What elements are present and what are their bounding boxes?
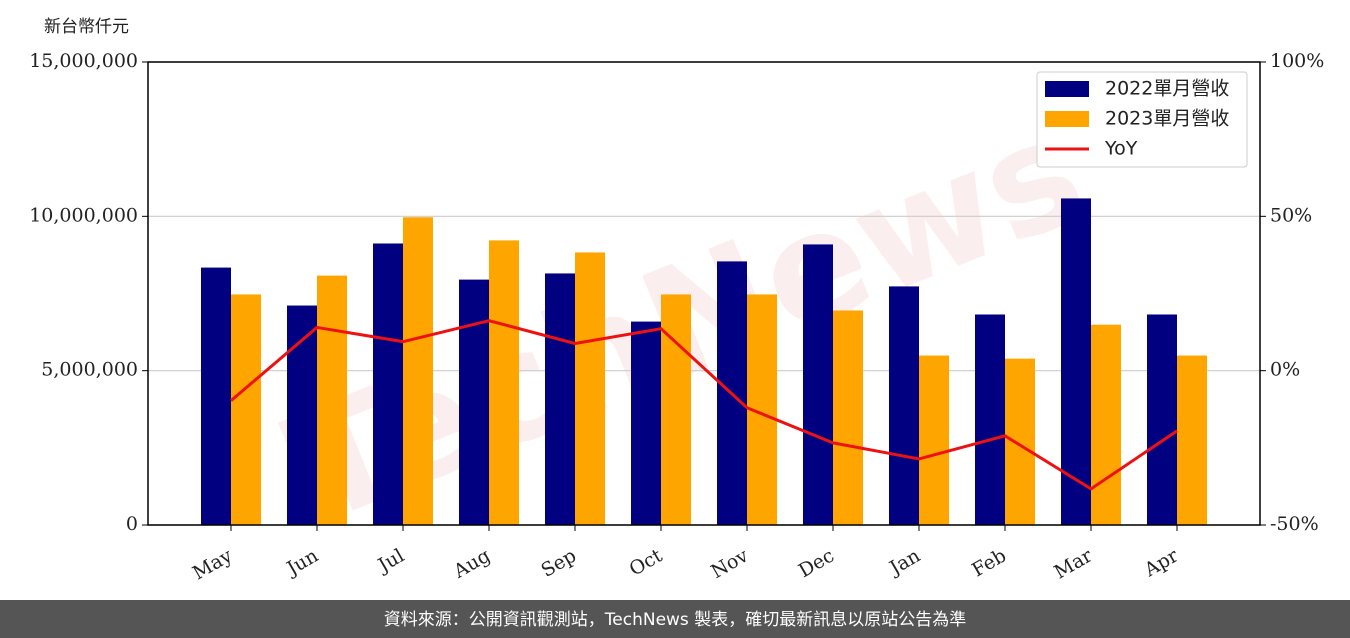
x-tick-label: Mar xyxy=(1050,544,1096,583)
bar xyxy=(661,294,691,525)
legend-swatch xyxy=(1045,111,1089,127)
y-tick-label: 15,000,000 xyxy=(29,50,138,72)
bar xyxy=(201,267,231,525)
bar xyxy=(919,355,949,525)
bar xyxy=(575,252,605,525)
x-tick-label: Feb xyxy=(968,545,1010,582)
bar xyxy=(459,279,489,525)
legend-label: YoY xyxy=(1104,138,1138,160)
y2-tick-label: 100% xyxy=(1270,50,1324,72)
line xyxy=(230,319,1178,491)
bar xyxy=(833,310,863,525)
y2-tick-label: -50% xyxy=(1270,513,1319,535)
footer-bar xyxy=(0,600,1350,638)
x-tick-label: Jun xyxy=(281,545,322,581)
bar xyxy=(1061,198,1091,525)
legend-box xyxy=(1036,71,1248,168)
bar xyxy=(1147,314,1177,525)
bar xyxy=(1177,355,1207,525)
bar xyxy=(631,321,661,525)
y-axis-label: 新台幣仟元 xyxy=(44,17,129,37)
y-tick-label: 10,000,000 xyxy=(29,204,138,226)
bar xyxy=(403,217,433,525)
bar xyxy=(317,275,347,525)
bar xyxy=(803,244,833,525)
bar xyxy=(975,314,1005,525)
x-tick-label: Aug xyxy=(449,545,494,584)
y2-tick-label: 0% xyxy=(1270,359,1300,381)
bar xyxy=(489,240,519,525)
bar xyxy=(545,273,575,525)
bar xyxy=(1005,358,1035,525)
x-tick-label: Jul xyxy=(373,545,408,578)
x-tick-label: Sep xyxy=(537,545,580,582)
y-tick-label: 0 xyxy=(126,513,138,535)
bar xyxy=(373,243,403,525)
footer: 資料來源：公開資訊觀測站，TechNews 製表，確切最新訊息以原站公告為準 xyxy=(384,610,966,630)
bar xyxy=(1091,324,1121,525)
legend-label: 2022單月營收 xyxy=(1105,78,1229,100)
bar xyxy=(889,286,919,525)
y2-tick-label: 50% xyxy=(1270,204,1312,226)
legend-swatch xyxy=(1045,81,1089,97)
x-tick-label: Apr xyxy=(1140,544,1183,581)
legend-label: 2023單月營收 xyxy=(1105,108,1229,130)
plot-frame xyxy=(147,61,1261,526)
x-tick-label: Jan xyxy=(884,545,924,581)
x-tick-label: Nov xyxy=(707,544,752,583)
x-tick-label: Dec xyxy=(795,545,838,583)
y-tick-label: 5,000,000 xyxy=(41,359,138,381)
x-tick-label: May xyxy=(189,544,236,584)
x-tick-label: Oct xyxy=(626,544,667,580)
bar xyxy=(231,294,261,525)
